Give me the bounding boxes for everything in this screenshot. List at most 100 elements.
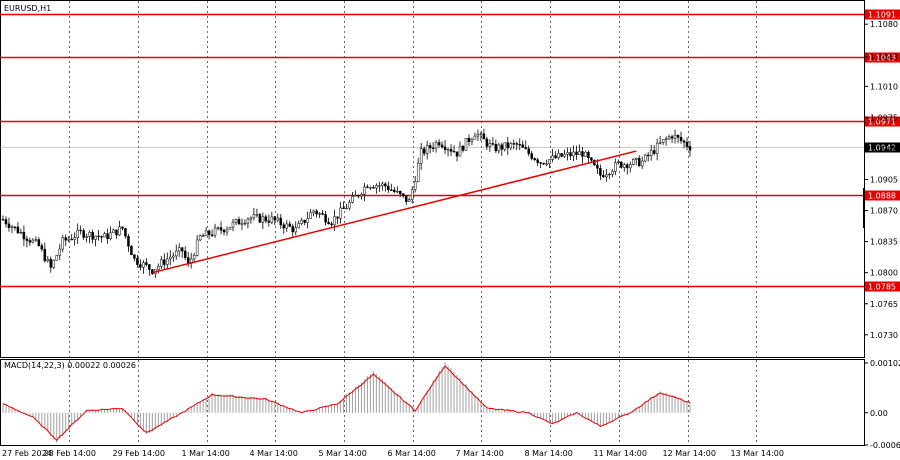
candle-body xyxy=(664,138,668,140)
candle-body xyxy=(139,264,142,268)
candle-body xyxy=(261,216,265,223)
candle-body xyxy=(52,259,56,268)
candle-body xyxy=(136,258,139,265)
candle-body xyxy=(488,143,492,147)
candle-body xyxy=(225,228,229,233)
candle-body xyxy=(407,199,411,202)
candle-body xyxy=(479,133,483,135)
candle-body xyxy=(195,239,199,256)
candle-body xyxy=(599,168,602,176)
price-tick-label: 1.0800 xyxy=(870,269,898,278)
candle-body xyxy=(201,235,205,237)
candle-body xyxy=(37,239,41,246)
candle-body xyxy=(366,186,369,188)
candle-body xyxy=(584,152,587,157)
candle-body xyxy=(213,227,217,236)
candle-body xyxy=(174,250,178,257)
candle-body xyxy=(387,185,390,191)
candle-body xyxy=(497,144,501,152)
time-tick-label: 28 Feb 14:00 xyxy=(44,449,96,458)
candle-body xyxy=(646,154,650,157)
candle-body xyxy=(16,226,20,234)
candle-body xyxy=(219,227,223,231)
candle-body xyxy=(148,264,151,270)
candle-body xyxy=(419,148,423,164)
candle-body xyxy=(440,144,444,148)
support-resistance-levels: 1.1091 1.1043 1.0971 1.0888 1.0785 1.0942 xyxy=(0,9,900,292)
candle-body xyxy=(422,148,426,154)
candle-body xyxy=(416,163,420,182)
candle-body xyxy=(539,162,542,164)
current-price-badge xyxy=(865,142,900,153)
candle-body xyxy=(521,144,524,148)
candle-body xyxy=(297,223,300,229)
candle-body xyxy=(515,143,519,145)
candle-body xyxy=(130,245,133,256)
candle-body xyxy=(545,163,548,165)
time-tick-label: 27 Feb 2024 xyxy=(2,449,52,458)
candle-body xyxy=(231,221,235,228)
candle-body xyxy=(46,259,50,262)
candle-body xyxy=(115,229,118,236)
candle-body xyxy=(587,152,590,158)
trendline xyxy=(152,150,637,274)
candle-body xyxy=(216,227,220,229)
candle-body xyxy=(31,239,35,243)
candle-body xyxy=(354,195,357,197)
candle-body xyxy=(55,255,59,261)
candle-body xyxy=(410,189,414,200)
candle-body xyxy=(300,219,303,224)
candle-body xyxy=(554,155,557,159)
price-tick-label: 1.0975 xyxy=(870,113,898,122)
candle-body xyxy=(28,240,32,243)
scroll-marker xyxy=(863,188,865,228)
price-tick-label: 1.1010 xyxy=(870,82,898,91)
candle-body xyxy=(572,151,575,157)
candle-body xyxy=(43,248,47,262)
candle-body xyxy=(58,248,62,256)
candle-body xyxy=(399,190,402,194)
candle-body xyxy=(207,230,211,236)
candle-body xyxy=(151,269,154,274)
candle-body xyxy=(303,219,306,223)
candle-body xyxy=(393,189,396,192)
macd-panel-frame xyxy=(0,359,865,446)
candle-body xyxy=(204,230,208,237)
candle-body xyxy=(25,238,29,241)
candle-body xyxy=(327,221,330,225)
candle-body xyxy=(542,162,545,165)
candlesticks xyxy=(1,128,692,278)
macd-panel xyxy=(2,361,691,443)
candle-body xyxy=(548,159,551,165)
candle-body xyxy=(494,144,498,152)
candle-body xyxy=(210,234,214,236)
time-tick-label: 13 Mar 14:00 xyxy=(731,449,784,458)
candle-body xyxy=(276,217,280,221)
candle-body xyxy=(88,232,91,237)
candle-body xyxy=(470,138,474,142)
current-price-label: 1.0942 xyxy=(868,144,896,153)
candle-body xyxy=(49,259,53,268)
price-tick-label: 1.0940 xyxy=(870,144,898,153)
level-badge-label: 1.0888 xyxy=(868,192,896,201)
candle-body xyxy=(82,230,85,238)
candle-body xyxy=(509,143,513,149)
candle-body xyxy=(634,157,638,160)
candle-body xyxy=(127,235,130,247)
candle-body xyxy=(449,149,453,152)
candle-body xyxy=(258,214,262,223)
chart-grid xyxy=(0,0,865,446)
candle-body xyxy=(536,159,539,163)
candle-body xyxy=(437,142,441,146)
candle-body xyxy=(533,158,536,161)
candle-body xyxy=(279,217,283,226)
price-tick-label: 1.0835 xyxy=(870,238,898,247)
candle-body xyxy=(172,255,175,258)
candle-body xyxy=(234,219,238,223)
price-panel-frame xyxy=(0,0,865,358)
candle-body xyxy=(631,159,635,165)
level-badge xyxy=(865,116,900,127)
candle-body xyxy=(177,247,181,252)
candle-body xyxy=(103,233,106,238)
